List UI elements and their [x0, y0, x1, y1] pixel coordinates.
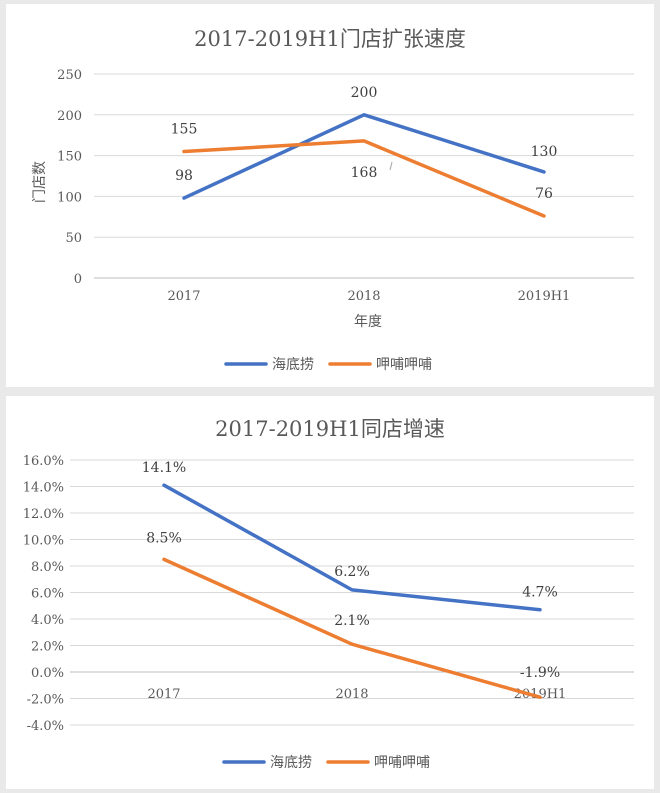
- store-expansion-chart-panel: 2017-2019H1门店扩张速度 0 50 100 150 200 250 2017 20…: [6, 4, 654, 387]
- data-label: 76: [535, 186, 553, 202]
- x-tick-label: 2017: [147, 687, 180, 702]
- data-label-leader-line: [389, 161, 393, 171]
- x-tick-label: 2018: [335, 687, 368, 702]
- store-expansion-chart: 2017-2019H1门店扩张速度 0 50 100 150 200 250 2017 20…: [32, 27, 634, 373]
- legend-label: 呷哺呷哺: [376, 357, 432, 373]
- y-tick-label: 2.0%: [31, 640, 64, 655]
- data-label: 155: [171, 122, 198, 138]
- data-label: 98: [175, 168, 193, 184]
- data-label: 2.1%: [334, 613, 370, 629]
- y-tick-label: 8.0%: [31, 560, 64, 575]
- chart-title: 2017-2019H1门店扩张速度: [194, 27, 466, 51]
- chart-title: 2017-2019H1同店增速: [215, 417, 445, 441]
- y-axis-label: 门店数: [32, 161, 48, 203]
- x-tick-label: 2019H1: [514, 687, 567, 702]
- data-label: 130: [531, 144, 558, 160]
- data-label: 8.5%: [146, 530, 182, 546]
- x-tick-label: 2017: [167, 289, 200, 304]
- legend-label: 海底捞: [272, 357, 314, 373]
- x-tick-label: 2019H1: [518, 289, 571, 304]
- data-label: 6.2%: [334, 564, 370, 580]
- data-label: -1.9%: [520, 665, 560, 681]
- y-tick-label: 12.0%: [23, 507, 64, 522]
- y-tick-label: 0: [74, 272, 82, 287]
- data-label: 200: [351, 85, 378, 101]
- x-tick-label: 2018: [347, 289, 380, 304]
- y-tick-label: -4.0%: [27, 719, 64, 734]
- y-tick-label: 16.0%: [23, 454, 64, 469]
- y-tick-label: 14.0%: [23, 481, 64, 496]
- same-store-growth-chart-panel: 2017-2019H1同店增速 -4.0% -2.0% 0.0% 2.0% 4.0% 6.…: [6, 396, 654, 789]
- y-tick-label: 100: [57, 190, 82, 205]
- y-tick-label: 50: [65, 231, 82, 246]
- legend-label: 呷哺呷哺: [374, 755, 430, 771]
- y-tick-label: 0.0%: [31, 666, 64, 681]
- data-label: 14.1%: [142, 460, 186, 476]
- y-tick-label: 6.0%: [31, 587, 64, 602]
- series-line-haidilao: [182, 113, 546, 200]
- y-tick-label: 10.0%: [23, 534, 64, 549]
- data-label: 4.7%: [522, 585, 558, 601]
- y-tick-label: 150: [57, 150, 82, 165]
- series-line-haidilao: [162, 483, 542, 612]
- y-tick-label: -2.0%: [27, 693, 64, 708]
- y-tick-label: 250: [57, 68, 82, 83]
- x-axis-label: 年度: [354, 314, 382, 330]
- y-tick-label: 4.0%: [31, 613, 64, 628]
- y-tick-label: 200: [57, 109, 82, 124]
- data-label: 168: [351, 165, 378, 181]
- same-store-growth-chart: 2017-2019H1同店增速 -4.0% -2.0% 0.0% 2.0% 4.0% 6.…: [23, 417, 634, 771]
- legend-label: 海底捞: [270, 755, 312, 771]
